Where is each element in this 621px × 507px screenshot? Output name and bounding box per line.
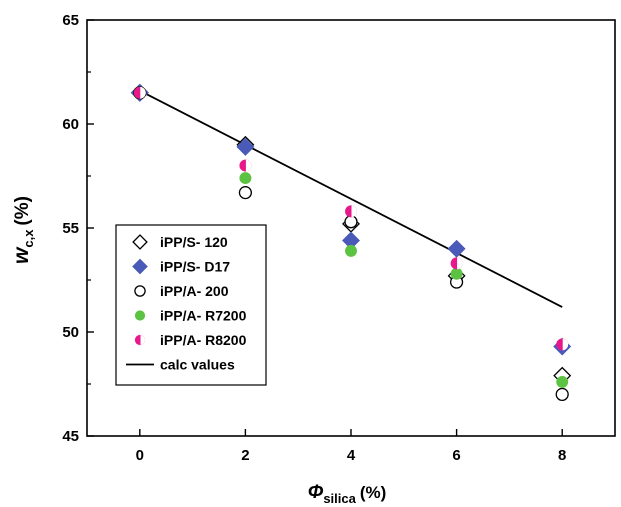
data-point [450,257,463,270]
x-tick-label: 0 [136,447,144,464]
x-axis-title-main: Φ [308,482,324,503]
legend-label: iPP/S- 120 [160,234,228,250]
data-point [555,387,569,401]
y-tick-label: 60 [62,116,79,133]
data-point [344,215,358,229]
y-tick-label: 55 [62,220,79,237]
legend-label: iPP/A- R8200 [160,332,247,348]
marker-half [140,334,146,346]
calc-values-line [139,89,563,308]
x-tick-label: 2 [241,447,249,464]
data-point [238,186,252,200]
data-point [345,244,357,257]
legend-swatch [134,285,146,297]
data-point [345,205,357,218]
x-axis-title-sub: silica [323,491,356,506]
legend-swatch [132,258,148,275]
marker-half [245,159,252,172]
data-point [133,86,146,99]
marker-half [351,205,357,218]
axes: 0 2 4 6 8 45 50 55 60 65 [62,12,616,464]
legend: iPP/S- 120 iPP/S- D17 iPP/A- 200 iPP/A- R72… [115,224,267,386]
data-point [239,172,252,185]
legend-label: iPP/S- D17 [160,259,230,275]
data-point [556,375,569,388]
legend-swatch [132,234,148,250]
data-point [450,267,463,280]
x-tick-label: 6 [452,447,460,464]
legend-label: calc values [160,357,235,373]
y-axis-title-unit: (%) [12,196,33,226]
legend-label: iPP/A- R7200 [160,308,247,324]
x-tick-label: 8 [558,447,566,464]
data-point [236,137,255,156]
x-axis-title-unit: (%) [360,483,386,502]
data-point [239,159,252,172]
y-axis-title-sub: c,x [21,229,36,248]
data-point [556,338,569,351]
marker-half [456,257,463,270]
chart-marks [130,83,572,401]
marker-half [562,338,569,351]
y-tick-label: 45 [62,428,79,445]
y-tick-label: 50 [62,324,79,341]
marker-half [139,86,146,99]
y-axis-title: wc,x (%) [10,196,36,264]
legend-label: iPP/A- 200 [160,283,229,299]
x-axis-title: Φsilica (%) [308,482,387,506]
x-tick-label: 4 [347,447,356,464]
y-axis-title-main: w [10,246,33,264]
data-point [447,239,466,258]
legend-box [115,224,267,386]
legend-swatch [134,310,146,321]
legend-swatch [134,334,146,346]
y-tick-label: 65 [62,12,79,29]
axis-titles: wc,x (%) Φsilica (%) [10,196,386,506]
